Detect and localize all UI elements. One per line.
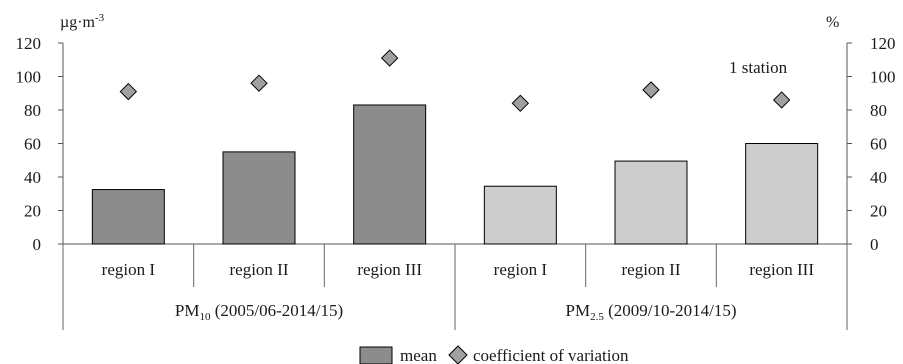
category-label: region I [494, 260, 548, 279]
legend-cv-marker [448, 345, 468, 364]
legend-mean-swatch [359, 346, 393, 364]
category-label: region III [357, 260, 422, 279]
cv-marker [772, 91, 791, 109]
left-tick-label: 20 [24, 202, 41, 221]
left-axis-unit: µg·m-3 [60, 12, 105, 31]
right-tick-label: 60 [870, 135, 887, 154]
legend-cv-label: coefficient of variation [473, 346, 629, 364]
mean-bar [483, 185, 557, 245]
annotation-1-station: 1 station [729, 58, 788, 77]
left-tick-label: 40 [24, 168, 41, 187]
legend: mean coefficient of variation [359, 345, 629, 364]
right-tick-label: 40 [870, 168, 887, 187]
left-tick-label: 100 [16, 68, 42, 87]
cv-marker [511, 94, 530, 113]
legend-mean-label: mean [400, 346, 437, 364]
left-tick-label: 0 [33, 235, 42, 254]
left-tick-label: 120 [16, 34, 42, 53]
category-label: region II [229, 260, 288, 279]
cv-markers-layer [119, 49, 791, 113]
cv-marker [119, 82, 138, 101]
axes: 0 20 40 60 80 100 120 0 20 40 60 80 100 120 region I re… [16, 34, 896, 330]
bars-layer [91, 104, 819, 245]
left-tick-label: 80 [24, 101, 41, 120]
mean-bar [222, 151, 296, 245]
category-label: region I [102, 260, 156, 279]
group-label: PM10 (2005/06-2014/15) [175, 301, 343, 323]
right-tick-label: 0 [870, 235, 879, 254]
mean-bar [353, 104, 427, 245]
cv-marker [642, 81, 660, 99]
category-label: region III [749, 260, 814, 279]
cv-marker [250, 74, 268, 92]
right-tick-label: 80 [870, 101, 887, 120]
mean-bar [745, 143, 819, 245]
category-label: region II [621, 260, 680, 279]
left-tick-label: 60 [24, 135, 41, 154]
cv-marker [380, 49, 399, 67]
mean-bar [614, 160, 688, 245]
mean-bar [91, 189, 165, 245]
right-tick-label: 20 [870, 202, 887, 221]
right-tick-label: 100 [870, 68, 896, 87]
group-label: PM2.5 (2009/10-2014/15) [565, 301, 736, 323]
right-tick-label: 120 [870, 34, 896, 53]
right-axis-unit: % [826, 14, 839, 31]
